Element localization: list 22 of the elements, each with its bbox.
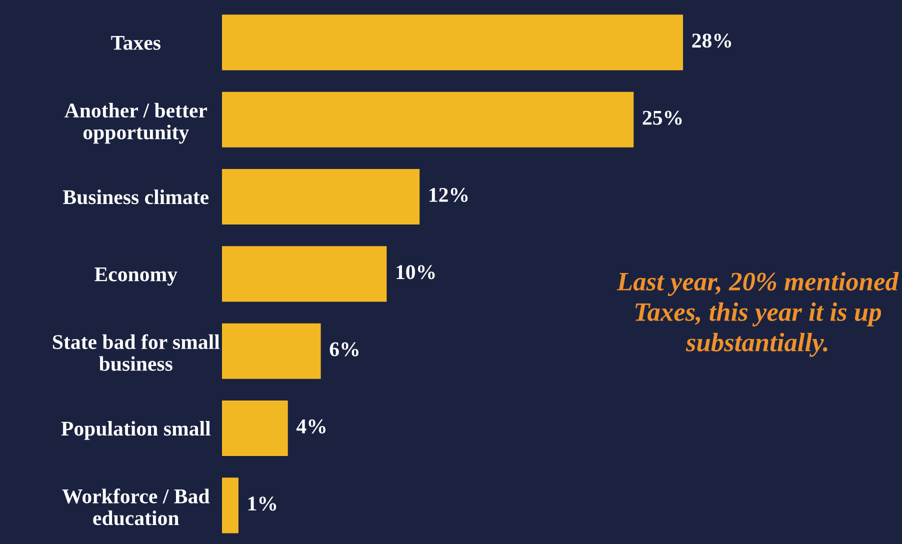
y-tick-label: Economy (94, 267, 178, 286)
bar (222, 478, 238, 534)
data-label: 25% (642, 110, 682, 125)
y-tick-label: State bad for small business (52, 334, 220, 371)
y-tick-label: Business climate (63, 190, 209, 204)
bar (222, 400, 288, 456)
data-label: 1% (248, 496, 276, 511)
annotation: Last year, 20% mentioned Taxes, this year it is up substantially. (616, 272, 899, 357)
bar (222, 14, 684, 70)
bar (222, 323, 321, 379)
y-tick-label: Workforce / Bad education (62, 488, 210, 526)
data-label: 12% (430, 188, 468, 202)
y-tick-label: Taxes (111, 36, 160, 50)
data-label: 10% (396, 265, 435, 280)
bar (222, 168, 420, 225)
y-tick-label: Another / better opportunity (64, 102, 207, 144)
data-label: 28% (692, 34, 732, 48)
bar (222, 246, 387, 302)
y-tick-label: Population small (61, 421, 210, 440)
data-label: 6% (330, 342, 358, 356)
data-label: 4% (296, 419, 326, 434)
bar (222, 92, 634, 148)
